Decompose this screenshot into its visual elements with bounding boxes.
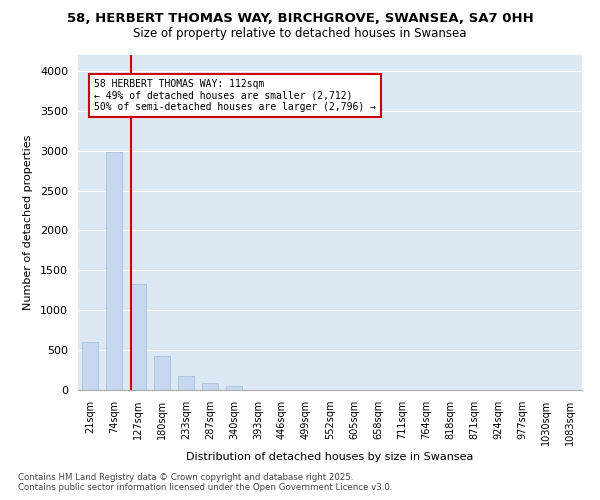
Text: 58, HERBERT THOMAS WAY, BIRCHGROVE, SWANSEA, SA7 0HH: 58, HERBERT THOMAS WAY, BIRCHGROVE, SWAN… [67,12,533,26]
Bar [226,386,242,390]
Text: 58 HERBERT THOMAS WAY: 112sqm
← 49% of detached houses are smaller (2,712)
50% o: 58 HERBERT THOMAS WAY: 112sqm ← 49% of d… [94,79,376,112]
Text: Size of property relative to detached houses in Swansea: Size of property relative to detached ho… [133,28,467,40]
X-axis label: Distribution of detached houses by size in Swansea: Distribution of detached houses by size … [187,452,473,462]
Text: Contains HM Land Registry data © Crown copyright and database right 2025.
Contai: Contains HM Land Registry data © Crown c… [18,473,392,492]
Bar [106,152,122,390]
Bar [130,284,146,390]
Bar [178,376,194,390]
Bar [154,356,170,390]
Y-axis label: Number of detached properties: Number of detached properties [23,135,33,310]
Bar [202,383,218,390]
Bar [82,342,98,390]
